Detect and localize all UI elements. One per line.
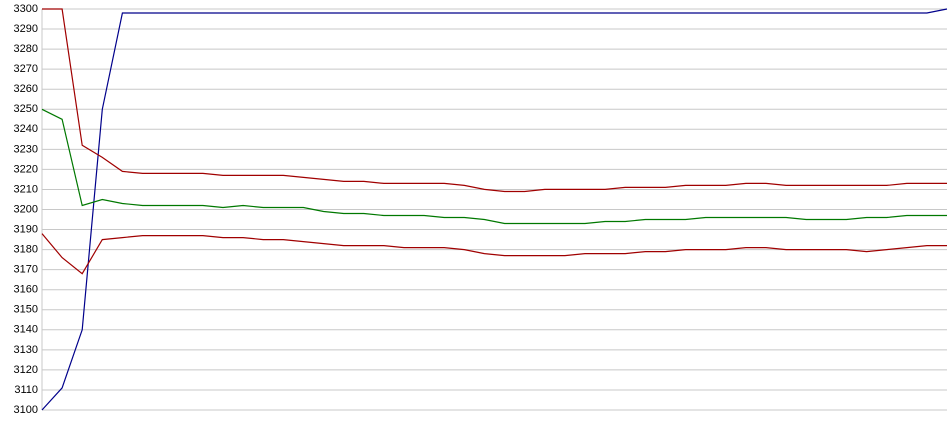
y-tick-label: 3170: [14, 264, 38, 276]
series-line: [41, 8, 948, 411]
y-tick-label: 3190: [14, 223, 38, 235]
y-tick-label: 3230: [14, 143, 38, 155]
series-line: [41, 108, 947, 225]
y-tick-label: 3300: [14, 3, 38, 15]
y-tick-label: 3240: [14, 123, 38, 135]
y-tick-label: 3150: [14, 304, 38, 316]
y-tick-label: 3270: [14, 63, 38, 75]
series-line: [42, 8, 947, 193]
series-line: [41, 233, 947, 275]
y-tick-label: 3180: [14, 244, 38, 256]
y-tick-label: 3120: [14, 364, 38, 376]
y-tick-label: 3100: [14, 404, 38, 416]
y-tick-label: 3160: [14, 284, 38, 296]
y-tick-label: 3110: [14, 384, 38, 396]
y-tick-label: 3130: [14, 344, 38, 356]
y-tick-label: 3200: [14, 203, 38, 215]
y-tick-label: 3260: [14, 83, 38, 95]
y-tick-label: 3250: [14, 103, 38, 115]
y-tick-label: 3290: [14, 23, 38, 35]
y-tick-label: 3210: [14, 183, 38, 195]
y-tick-label: 3280: [14, 43, 38, 55]
y-tick-label: 3220: [14, 163, 38, 175]
y-tick-label: 3140: [14, 324, 38, 336]
